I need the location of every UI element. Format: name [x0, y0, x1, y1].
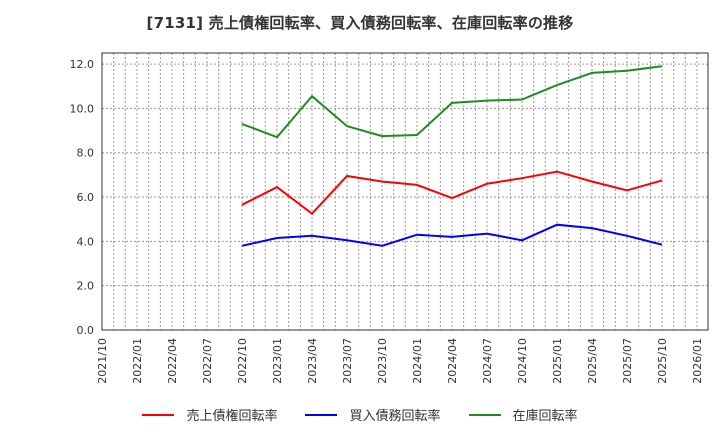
svg-text:2024/01: 2024/01	[411, 338, 424, 384]
svg-text:2022/04: 2022/04	[166, 338, 179, 384]
svg-text:2023/01: 2023/01	[271, 338, 284, 384]
svg-text:2024/10: 2024/10	[516, 338, 529, 384]
svg-text:2023/07: 2023/07	[341, 338, 354, 384]
svg-text:2025/01: 2025/01	[551, 338, 564, 384]
svg-text:8.0: 8.0	[77, 147, 95, 160]
legend: 売上債権回転率 買入債務回転率 在庫回転率	[0, 405, 720, 424]
svg-text:2025/07: 2025/07	[621, 338, 634, 384]
legend-item-inventory: 在庫回転率	[468, 405, 578, 424]
svg-text:10.0: 10.0	[70, 102, 95, 115]
svg-text:4.0: 4.0	[77, 235, 95, 248]
legend-label: 在庫回転率	[512, 409, 578, 424]
legend-swatch-blue	[305, 413, 338, 416]
svg-text:0.0: 0.0	[77, 324, 95, 337]
legend-swatch-green	[468, 413, 501, 416]
svg-text:6.0: 6.0	[77, 191, 95, 204]
legend-swatch-red	[142, 413, 175, 416]
chart-title: [7131] 売上債権回転率、買入債務回転率、在庫回転率の推移	[146, 14, 574, 32]
svg-text:2.0: 2.0	[77, 280, 95, 293]
svg-text:2021/10: 2021/10	[96, 338, 109, 384]
svg-text:12.0: 12.0	[70, 58, 95, 71]
svg-text:2022/01: 2022/01	[131, 338, 144, 384]
svg-text:2025/04: 2025/04	[586, 338, 599, 384]
svg-text:2024/07: 2024/07	[481, 338, 494, 384]
legend-item-payables: 買入債務回転率	[305, 405, 441, 424]
legend-label: 売上債権回転率	[186, 409, 278, 424]
svg-text:2026/01: 2026/01	[691, 338, 704, 384]
legend-item-receivables: 売上債権回転率	[142, 405, 277, 424]
legend-label: 買入債務回転率	[349, 409, 441, 424]
svg-text:2022/07: 2022/07	[201, 338, 214, 384]
svg-text:2024/04: 2024/04	[446, 338, 459, 384]
svg-text:2022/10: 2022/10	[236, 338, 249, 384]
svg-text:2023/04: 2023/04	[306, 338, 319, 384]
svg-text:2023/10: 2023/10	[376, 338, 389, 384]
svg-text:2025/10: 2025/10	[656, 338, 669, 384]
